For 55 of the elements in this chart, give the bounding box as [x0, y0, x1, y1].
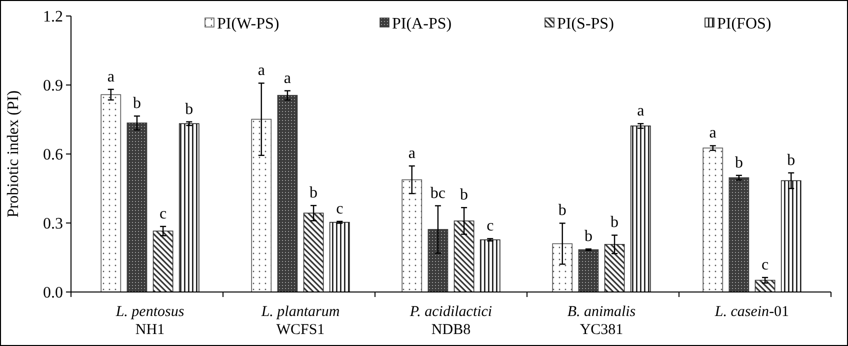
data-label: b [558, 202, 566, 220]
data-label: b [310, 184, 318, 202]
x-tick-label: L. plantarum WCFS1 [260, 304, 340, 338]
x-tick-label: L. casein-01 [714, 304, 790, 320]
data-label: c [160, 205, 167, 222]
data-label: c [761, 256, 769, 274]
bar [251, 118, 272, 292]
legend-label: PI(S-PS) [557, 16, 614, 33]
data-label: b [584, 228, 592, 245]
x-tick-label: P. acidilactici NDB8 [408, 304, 492, 338]
y-tick-label: 1.2 [43, 8, 63, 26]
bar [152, 230, 174, 292]
y-axis-title: Probiotic index (PI) [5, 90, 22, 218]
data-label: c [486, 218, 494, 235]
data-label: b [460, 186, 468, 204]
bar [454, 220, 474, 292]
bar [702, 148, 724, 292]
data-label: a [258, 62, 265, 80]
bar [552, 243, 573, 292]
bar [329, 222, 350, 292]
y-tick-label: 0.6 [43, 146, 63, 164]
data-label: b [185, 100, 194, 118]
data-label: b [734, 154, 743, 172]
bar [780, 180, 802, 292]
bar [604, 244, 625, 292]
y-tick-label: 0.3 [43, 216, 63, 233]
legend-label: PI(FOS) [717, 16, 772, 33]
data-label: a [107, 68, 114, 86]
data-label: b [610, 214, 619, 232]
bar [178, 123, 200, 292]
data-label: a [408, 144, 416, 162]
data-label: b [787, 152, 796, 169]
data-label: bc [430, 184, 446, 202]
data-label: a [709, 124, 716, 142]
bar [303, 212, 324, 292]
bar [277, 94, 298, 292]
bar [728, 177, 750, 292]
data-label: a [284, 70, 292, 87]
bar [428, 229, 448, 292]
y-tick-label: 0.0 [43, 284, 63, 302]
x-tick-label: L. pentosus NH1 [114, 304, 184, 338]
legend-label: PI(A-PS) [392, 16, 452, 33]
y-tick-label: 0.9 [43, 78, 63, 95]
bar [754, 280, 776, 292]
bar [578, 249, 599, 292]
bar [402, 179, 422, 292]
data-label: a [637, 102, 644, 120]
data-label: b [132, 95, 141, 112]
bar [480, 239, 500, 292]
data-label: c [336, 200, 344, 218]
legend-label: PI(W-PS) [217, 16, 280, 33]
bar [100, 94, 122, 292]
x-tick-label: B. animalis YC381 [567, 304, 636, 338]
bar [630, 126, 651, 292]
bar [126, 122, 148, 292]
